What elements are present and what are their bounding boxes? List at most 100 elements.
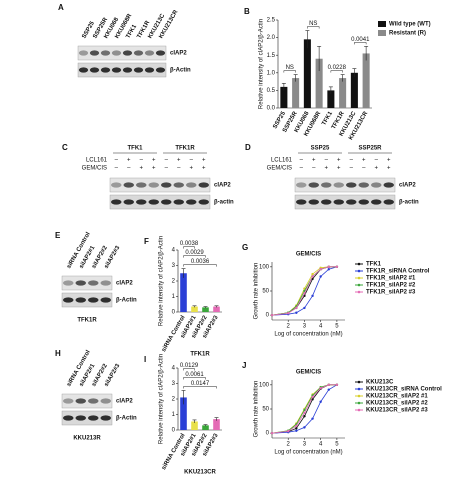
data-point — [319, 275, 322, 278]
treatment-sign: – — [300, 158, 304, 164]
bar — [191, 306, 198, 312]
blot-background — [61, 292, 113, 308]
blot-band — [111, 67, 122, 73]
data-point — [319, 387, 322, 390]
y-axis-label: Growth rate inhibition — [254, 381, 260, 438]
bar — [213, 306, 220, 312]
blot-band — [155, 50, 166, 56]
treatment-sign: + — [152, 158, 156, 164]
significance-bracket — [183, 386, 217, 389]
blot-band — [155, 67, 166, 73]
blot-band — [133, 50, 144, 56]
blot-band — [321, 199, 332, 205]
y-tick-label: 2.5 — [267, 18, 276, 24]
legend-label: Wild type (WT) — [389, 22, 431, 28]
group-label: TFK1 — [128, 146, 144, 152]
blot-band — [144, 50, 155, 56]
data-point — [303, 411, 306, 415]
blot-band — [186, 182, 197, 188]
legend-marker — [357, 276, 361, 280]
band-label: cIAP2 — [116, 281, 133, 287]
blot-band — [186, 199, 197, 205]
significance-bracket — [183, 246, 195, 249]
data-point — [335, 383, 339, 387]
p-value: 0.0061 — [185, 372, 204, 378]
p-value: NS — [309, 21, 317, 27]
y-tick-label: 3 — [172, 263, 176, 269]
curve — [271, 384, 337, 434]
blot-background — [77, 62, 167, 78]
treatment-sign: + — [362, 158, 366, 164]
blot-band — [122, 67, 133, 73]
band-label: β-Actin — [116, 298, 137, 304]
data-point — [295, 427, 298, 430]
band-label: cIAP2 — [116, 399, 133, 405]
blot-band — [63, 297, 74, 303]
blot-band — [371, 182, 382, 188]
legend-label: KKU213CR_siIAP2 #3 — [366, 408, 428, 414]
treatment-label: LCL161 — [86, 158, 108, 164]
blot-background — [109, 177, 211, 193]
blot-band — [346, 199, 357, 205]
panel-letter: D — [245, 143, 251, 152]
legend-label: KKU213C — [366, 380, 394, 386]
significance-bracket — [283, 70, 296, 73]
treatment-sign: + — [152, 166, 156, 172]
blot-band — [296, 182, 307, 188]
blot-background — [109, 194, 211, 210]
data-point — [295, 311, 298, 314]
blot-band — [122, 50, 133, 56]
y-tick-label: 50 — [262, 289, 269, 295]
bar — [180, 273, 187, 312]
p-value: 0.0147 — [191, 381, 210, 387]
p-value: 0.0129 — [180, 363, 199, 369]
data-point — [303, 292, 306, 295]
band-label: cIAP2 — [170, 51, 187, 57]
blot-background — [294, 177, 396, 193]
y-tick-label: 1.0 — [267, 70, 276, 76]
blot-background — [77, 45, 167, 61]
x-tick-label: 2 — [287, 324, 291, 330]
bar — [327, 90, 335, 108]
y-tick-label: 2.0 — [267, 35, 276, 41]
treatment-label: GEM/CIS — [267, 166, 292, 172]
data-point — [311, 395, 314, 399]
panel-letter: A — [58, 3, 64, 12]
x-tick-label: 3 — [303, 324, 307, 330]
blot-band — [198, 182, 209, 188]
blot-band — [333, 182, 344, 188]
y-tick-label: 1.5 — [267, 53, 276, 59]
band-label: β-actin — [214, 200, 234, 206]
treatment-sign: + — [387, 158, 391, 164]
treatment-sign: – — [115, 158, 119, 164]
y-tick-label: 1 — [172, 412, 176, 418]
treatment-sign: – — [375, 158, 379, 164]
blot-band — [88, 415, 99, 421]
x-tick-label: 4 — [319, 442, 323, 448]
blot-band — [78, 50, 89, 56]
blot-band — [63, 398, 74, 404]
panel-letter: F — [144, 237, 149, 246]
data-point — [327, 388, 330, 391]
data-point — [303, 426, 306, 429]
bar — [339, 78, 347, 108]
data-point — [311, 294, 314, 298]
blot-band — [111, 199, 122, 205]
x-axis-label: TFK1R — [190, 352, 210, 358]
blot-band — [136, 199, 147, 205]
blot-band — [63, 415, 74, 421]
treatment-sign: + — [387, 166, 391, 172]
x-tick-label: 5 — [335, 324, 339, 330]
y-tick-label: 0 — [266, 313, 270, 319]
data-point — [319, 268, 322, 271]
y-tick-label: 2 — [172, 279, 176, 285]
treatment-sign: + — [189, 166, 193, 172]
x-tick-label: 3 — [303, 442, 307, 448]
treatment-sign: – — [165, 158, 169, 164]
bar — [362, 53, 370, 108]
blot-band — [173, 182, 184, 188]
data-point — [303, 415, 306, 418]
blot-band — [136, 182, 147, 188]
blot-band — [100, 398, 111, 404]
